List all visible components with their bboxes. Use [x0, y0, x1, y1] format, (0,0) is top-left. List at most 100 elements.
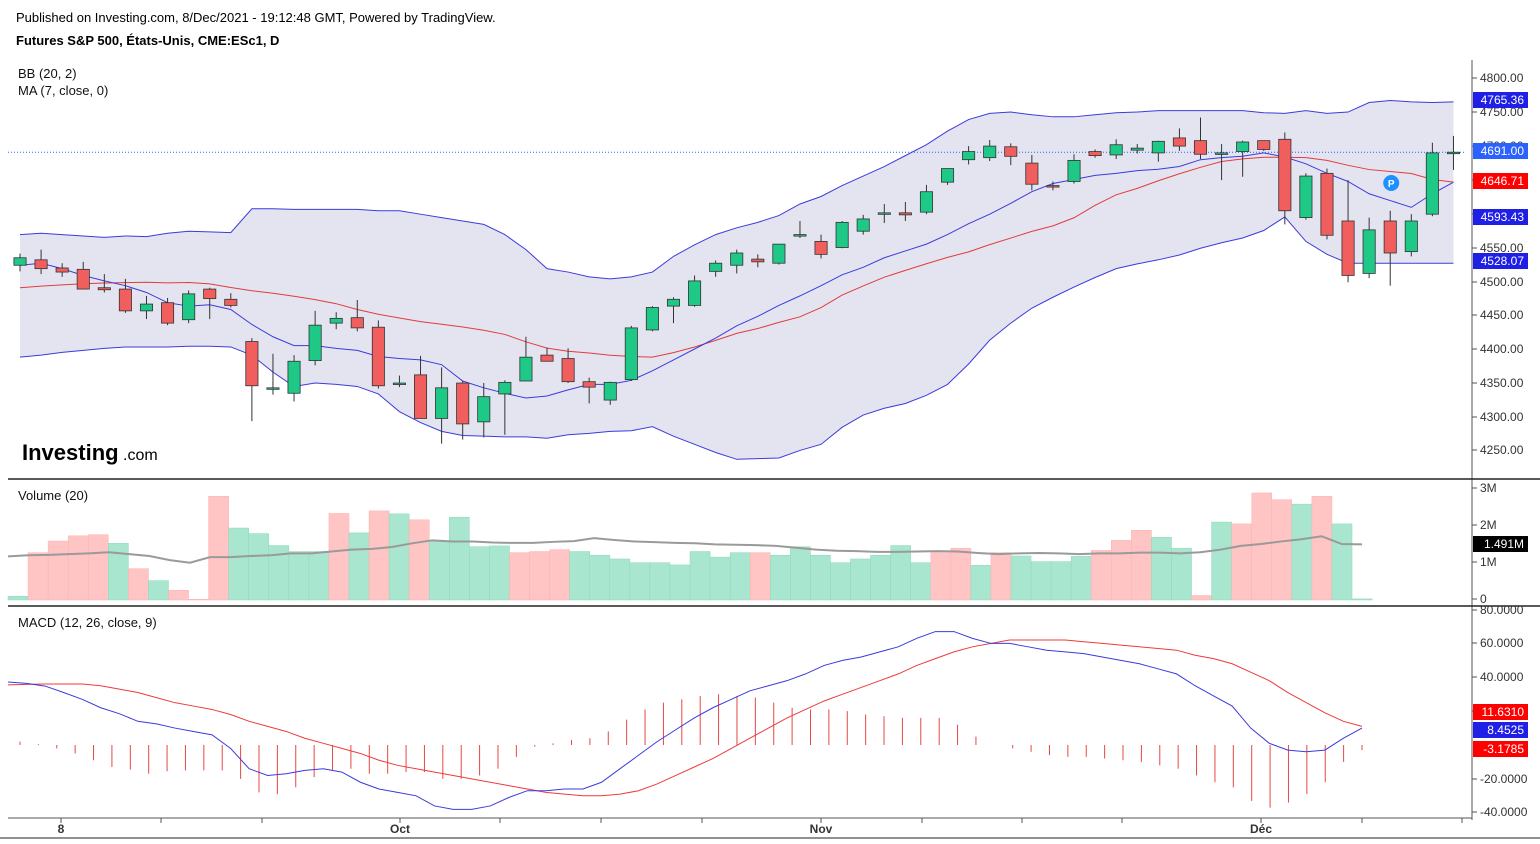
- candle: [1130, 144, 1144, 154]
- published-line: Published on Investing.com, 8/Dec/2021 -…: [16, 10, 496, 25]
- volume-bar: [47, 540, 69, 601]
- candle-body: [371, 326, 385, 387]
- volume-bar: [669, 564, 691, 601]
- candle: [498, 380, 512, 435]
- volume-bar: [368, 510, 390, 601]
- bb-upper-badge: 4765.36: [1473, 92, 1528, 108]
- candle: [329, 312, 343, 330]
- volume-bar: [830, 562, 851, 601]
- candle-body: [856, 218, 870, 232]
- macd-signal-line: [7, 639, 1363, 797]
- candle-body: [1236, 141, 1250, 152]
- macd-tick-label: 40.0000: [1480, 670, 1524, 684]
- candle: [983, 139, 997, 162]
- candle-body: [730, 252, 744, 266]
- volume-label: Volume (20): [18, 488, 88, 503]
- candle-body: [245, 341, 259, 387]
- price-tick-label: 4400.00: [1480, 342, 1524, 356]
- candle-body: [1067, 159, 1081, 182]
- candle-body: [1046, 185, 1060, 188]
- volume-bar: [1231, 523, 1252, 601]
- volume-bar: [770, 554, 791, 601]
- candle-body: [624, 327, 638, 381]
- price-tick-label: 4500.00: [1480, 275, 1524, 289]
- candle: [772, 243, 786, 265]
- candle-body: [1341, 220, 1355, 276]
- candle: [1341, 180, 1355, 283]
- candle-body: [835, 221, 849, 248]
- macd-signal-badge: 11.6310: [1473, 704, 1528, 720]
- candle-body: [519, 356, 533, 382]
- ma-line: [19, 152, 1454, 399]
- volume-bar: [1030, 561, 1052, 601]
- candle-body: [666, 298, 681, 307]
- volume-bar: [449, 516, 470, 601]
- candle: [1088, 149, 1102, 158]
- candle: [76, 261, 90, 290]
- candle: [97, 274, 111, 293]
- candle: [540, 347, 554, 362]
- candle-body: [498, 381, 512, 395]
- candle-body: [1151, 140, 1165, 154]
- candle: [371, 320, 385, 389]
- candle-body: [688, 280, 702, 306]
- volume-bar: [1070, 556, 1092, 601]
- candle-body: [561, 358, 575, 383]
- bb-band-fill: [20, 100, 1454, 460]
- candle: [835, 220, 849, 249]
- candle: [1320, 168, 1334, 240]
- candle-body: [645, 307, 659, 331]
- volume-bar: [1151, 537, 1172, 601]
- candle-body: [1404, 220, 1418, 253]
- price-tick-label: 4450.00: [1480, 308, 1524, 322]
- last-price-badge-text: 4691.00: [1481, 144, 1525, 158]
- volume-ma-line: [7, 535, 1363, 564]
- bb-lower-badge-bg: [1473, 253, 1528, 269]
- macd-hist-badge-text: -3.1785: [1483, 742, 1524, 756]
- candle-body: [139, 303, 153, 312]
- volume-bar: [910, 562, 932, 601]
- candle: [55, 263, 69, 277]
- x-tick-label: Oct: [390, 822, 410, 836]
- volume-bar: [1331, 523, 1353, 601]
- last-price-badge: 4691.00: [1473, 143, 1528, 159]
- volume-bar: [890, 545, 911, 601]
- volume-bar: [1311, 496, 1333, 601]
- candle-body: [962, 151, 976, 161]
- logo-main: Investing: [22, 440, 119, 465]
- candle: [751, 254, 765, 268]
- volume-badge-text: 1.491M: [1484, 537, 1524, 551]
- macd-line: [7, 631, 1363, 810]
- candle-body: [1130, 147, 1144, 151]
- candle: [435, 367, 449, 444]
- candle: [118, 278, 132, 313]
- candle: [709, 260, 723, 277]
- volume-bar: [569, 551, 591, 601]
- volume-bar: [188, 599, 209, 601]
- volume-bar: [7, 596, 29, 601]
- candle: [898, 201, 912, 221]
- volume-bar: [1351, 598, 1373, 601]
- volume-tick-label: 3M: [1480, 481, 1497, 495]
- macd-label: MACD (12, 26, close, 9): [18, 615, 157, 630]
- volume-tick-label: 1M: [1480, 555, 1497, 569]
- candle: [814, 234, 828, 259]
- bb-upper-badge-text: 4765.36: [1481, 93, 1525, 107]
- ma-badge-bg: [1473, 209, 1528, 225]
- volume-bar: [810, 554, 831, 601]
- candle: [224, 293, 238, 308]
- volume-bar: [489, 545, 510, 601]
- candle-body: [435, 387, 449, 419]
- bb-label: BB (20, 2): [18, 66, 77, 81]
- x-tick-label: 8: [58, 822, 65, 836]
- volume-bar: [729, 552, 751, 601]
- volume-bar: [950, 547, 972, 601]
- candle: [414, 355, 428, 419]
- volume-bar: [589, 554, 611, 601]
- volume-bar: [328, 513, 350, 601]
- volume-bar: [1291, 503, 1313, 601]
- volume-bar: [709, 556, 731, 601]
- candle-body: [751, 258, 765, 263]
- volume-bar: [629, 562, 651, 601]
